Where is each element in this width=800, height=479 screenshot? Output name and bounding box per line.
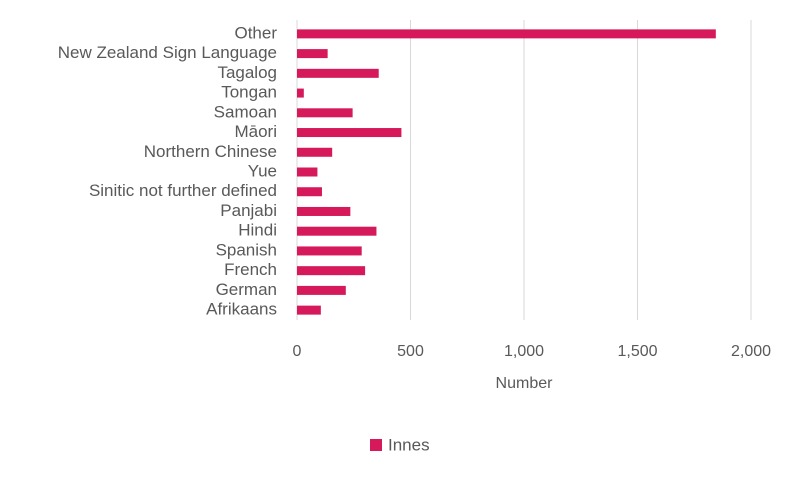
bar — [297, 206, 351, 216]
x-tick-label: 500 — [397, 343, 424, 360]
bar — [297, 266, 366, 276]
y-tick-label: Tongan — [221, 83, 277, 102]
y-tick-label: Tagalog — [217, 63, 277, 82]
bar — [297, 187, 322, 197]
y-tick-label: Sinitic not further defined — [89, 181, 277, 200]
bar — [297, 29, 716, 39]
bar — [297, 226, 377, 236]
bar — [297, 88, 304, 98]
legend-label: Innes — [388, 435, 430, 454]
y-tick-label: Other — [234, 23, 277, 42]
x-tick-label: 1,500 — [617, 343, 657, 360]
y-tick-label: Māori — [234, 122, 277, 141]
bar — [297, 108, 353, 118]
bar — [297, 305, 321, 315]
y-tick-label: Afrikaans — [206, 300, 277, 319]
bar — [297, 147, 333, 157]
y-tick-label: Hindi — [238, 221, 277, 240]
bar — [297, 128, 402, 138]
legend-swatch — [370, 439, 382, 451]
y-tick-label: Panjabi — [220, 201, 277, 220]
bar — [297, 167, 318, 177]
x-tick-label: 1,000 — [504, 343, 544, 360]
y-tick-label: Samoan — [214, 102, 277, 121]
bar — [297, 285, 346, 295]
y-tick-label: Spanish — [216, 240, 277, 259]
x-axis-title: Number — [496, 375, 554, 392]
y-tick-label: Yue — [248, 161, 277, 180]
bar — [297, 49, 328, 59]
x-tick-label: 0 — [293, 343, 302, 360]
bar — [297, 246, 362, 256]
x-tick-label: 2,000 — [731, 343, 771, 360]
y-tick-label: New Zealand Sign Language — [58, 43, 277, 62]
y-tick-label: German — [216, 280, 277, 299]
bar — [297, 68, 379, 78]
y-tick-label: Northern Chinese — [144, 142, 277, 161]
y-tick-label: French — [224, 260, 277, 279]
